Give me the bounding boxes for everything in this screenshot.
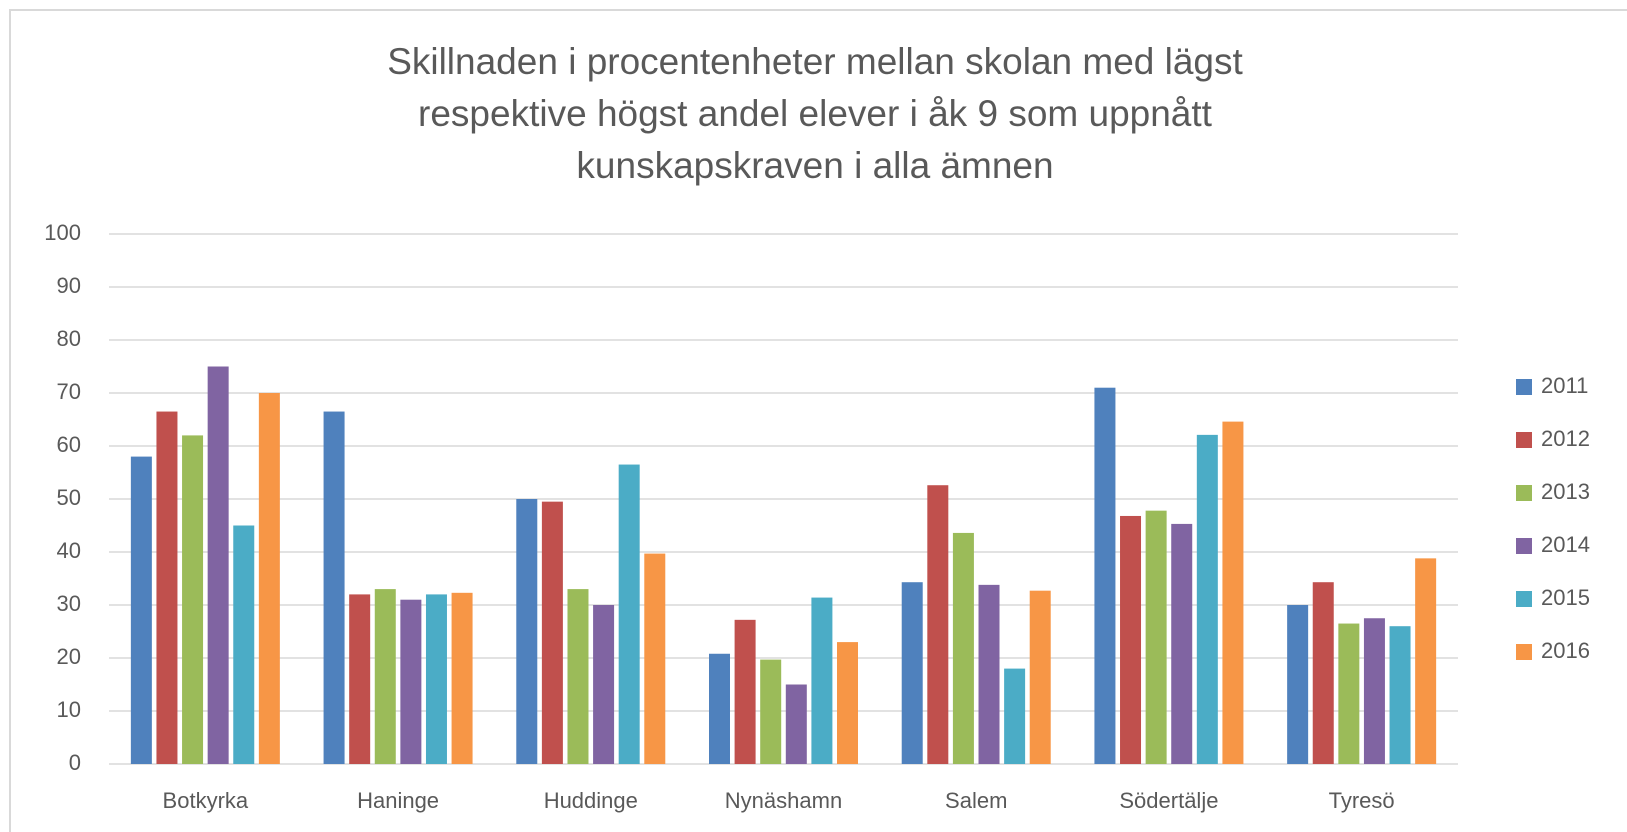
bar — [374, 589, 396, 764]
x-tick-label: Nynäshamn — [725, 788, 842, 813]
bar — [207, 366, 229, 764]
bar — [760, 659, 782, 764]
bar — [978, 584, 1000, 764]
bar — [323, 411, 345, 764]
legend-label: 2014 — [1541, 532, 1590, 557]
x-tick-label: Haninge — [357, 788, 439, 813]
legend-label: 2015 — [1541, 585, 1590, 610]
y-tick-label: 30 — [57, 591, 81, 616]
bar — [901, 582, 923, 764]
bar — [1120, 515, 1142, 764]
bar — [1196, 434, 1218, 764]
bar — [811, 597, 833, 764]
y-tick-label: 40 — [57, 538, 81, 563]
bar — [785, 684, 807, 764]
y-tick-label: 0 — [69, 750, 81, 775]
bar — [709, 653, 730, 764]
x-tick-label: Södertälje — [1119, 788, 1218, 813]
y-tick-label: 60 — [57, 432, 81, 457]
chart-title: Skillnaden i procentenheter mellan skola… — [387, 41, 1243, 82]
x-tick-label: Tyresö — [1329, 788, 1395, 813]
bar — [156, 411, 178, 764]
legend-swatch — [1516, 644, 1532, 660]
bar — [1145, 510, 1167, 764]
legend-label: 2013 — [1541, 479, 1590, 504]
legend-label: 2011 — [1541, 373, 1588, 398]
bar — [1222, 421, 1244, 764]
legend-label: 2016 — [1541, 638, 1590, 663]
bar — [593, 605, 615, 764]
y-tick-label: 50 — [57, 485, 81, 510]
bar — [837, 642, 858, 764]
bar — [1312, 582, 1334, 764]
bar — [130, 456, 152, 764]
bar — [182, 435, 204, 764]
bar — [233, 525, 255, 764]
bar — [1004, 668, 1026, 764]
bar — [644, 553, 666, 764]
legend-swatch — [1516, 432, 1532, 448]
y-tick-label: 10 — [57, 697, 81, 722]
y-tick-label: 90 — [57, 273, 81, 298]
bar — [1363, 618, 1385, 764]
y-tick-label: 20 — [57, 644, 81, 669]
bar — [1338, 623, 1360, 764]
bar — [541, 501, 563, 764]
bar — [425, 594, 447, 764]
bar — [516, 499, 538, 764]
legend-label: 2012 — [1541, 426, 1590, 451]
bar — [258, 393, 280, 764]
x-tick-label: Huddinge — [544, 788, 638, 813]
bar — [451, 592, 473, 764]
x-tick-label: Botkyrka — [163, 788, 249, 813]
y-tick-label: 100 — [44, 220, 81, 245]
legend-swatch — [1516, 379, 1532, 395]
bar — [1094, 387, 1116, 764]
legend-swatch — [1516, 485, 1532, 501]
chart-title: kunskapskraven i alla ämnen — [576, 145, 1053, 186]
y-tick-label: 80 — [57, 326, 81, 351]
bar — [1287, 605, 1309, 764]
legend-swatch — [1516, 538, 1532, 554]
bar — [1171, 523, 1193, 764]
bar — [1389, 626, 1411, 764]
legend-swatch — [1516, 591, 1532, 607]
bar — [567, 589, 589, 764]
bar — [1415, 558, 1437, 764]
x-tick-label: Salem — [945, 788, 1007, 813]
bar — [618, 464, 640, 764]
chart-title: respektive högst andel elever i åk 9 som… — [418, 93, 1213, 134]
bar — [952, 532, 974, 764]
bar — [734, 619, 756, 764]
chart-border — [9, 9, 1627, 832]
bar — [349, 594, 371, 764]
bar — [927, 485, 949, 764]
bar — [1029, 590, 1051, 764]
bar — [400, 599, 422, 764]
y-tick-label: 70 — [57, 379, 81, 404]
